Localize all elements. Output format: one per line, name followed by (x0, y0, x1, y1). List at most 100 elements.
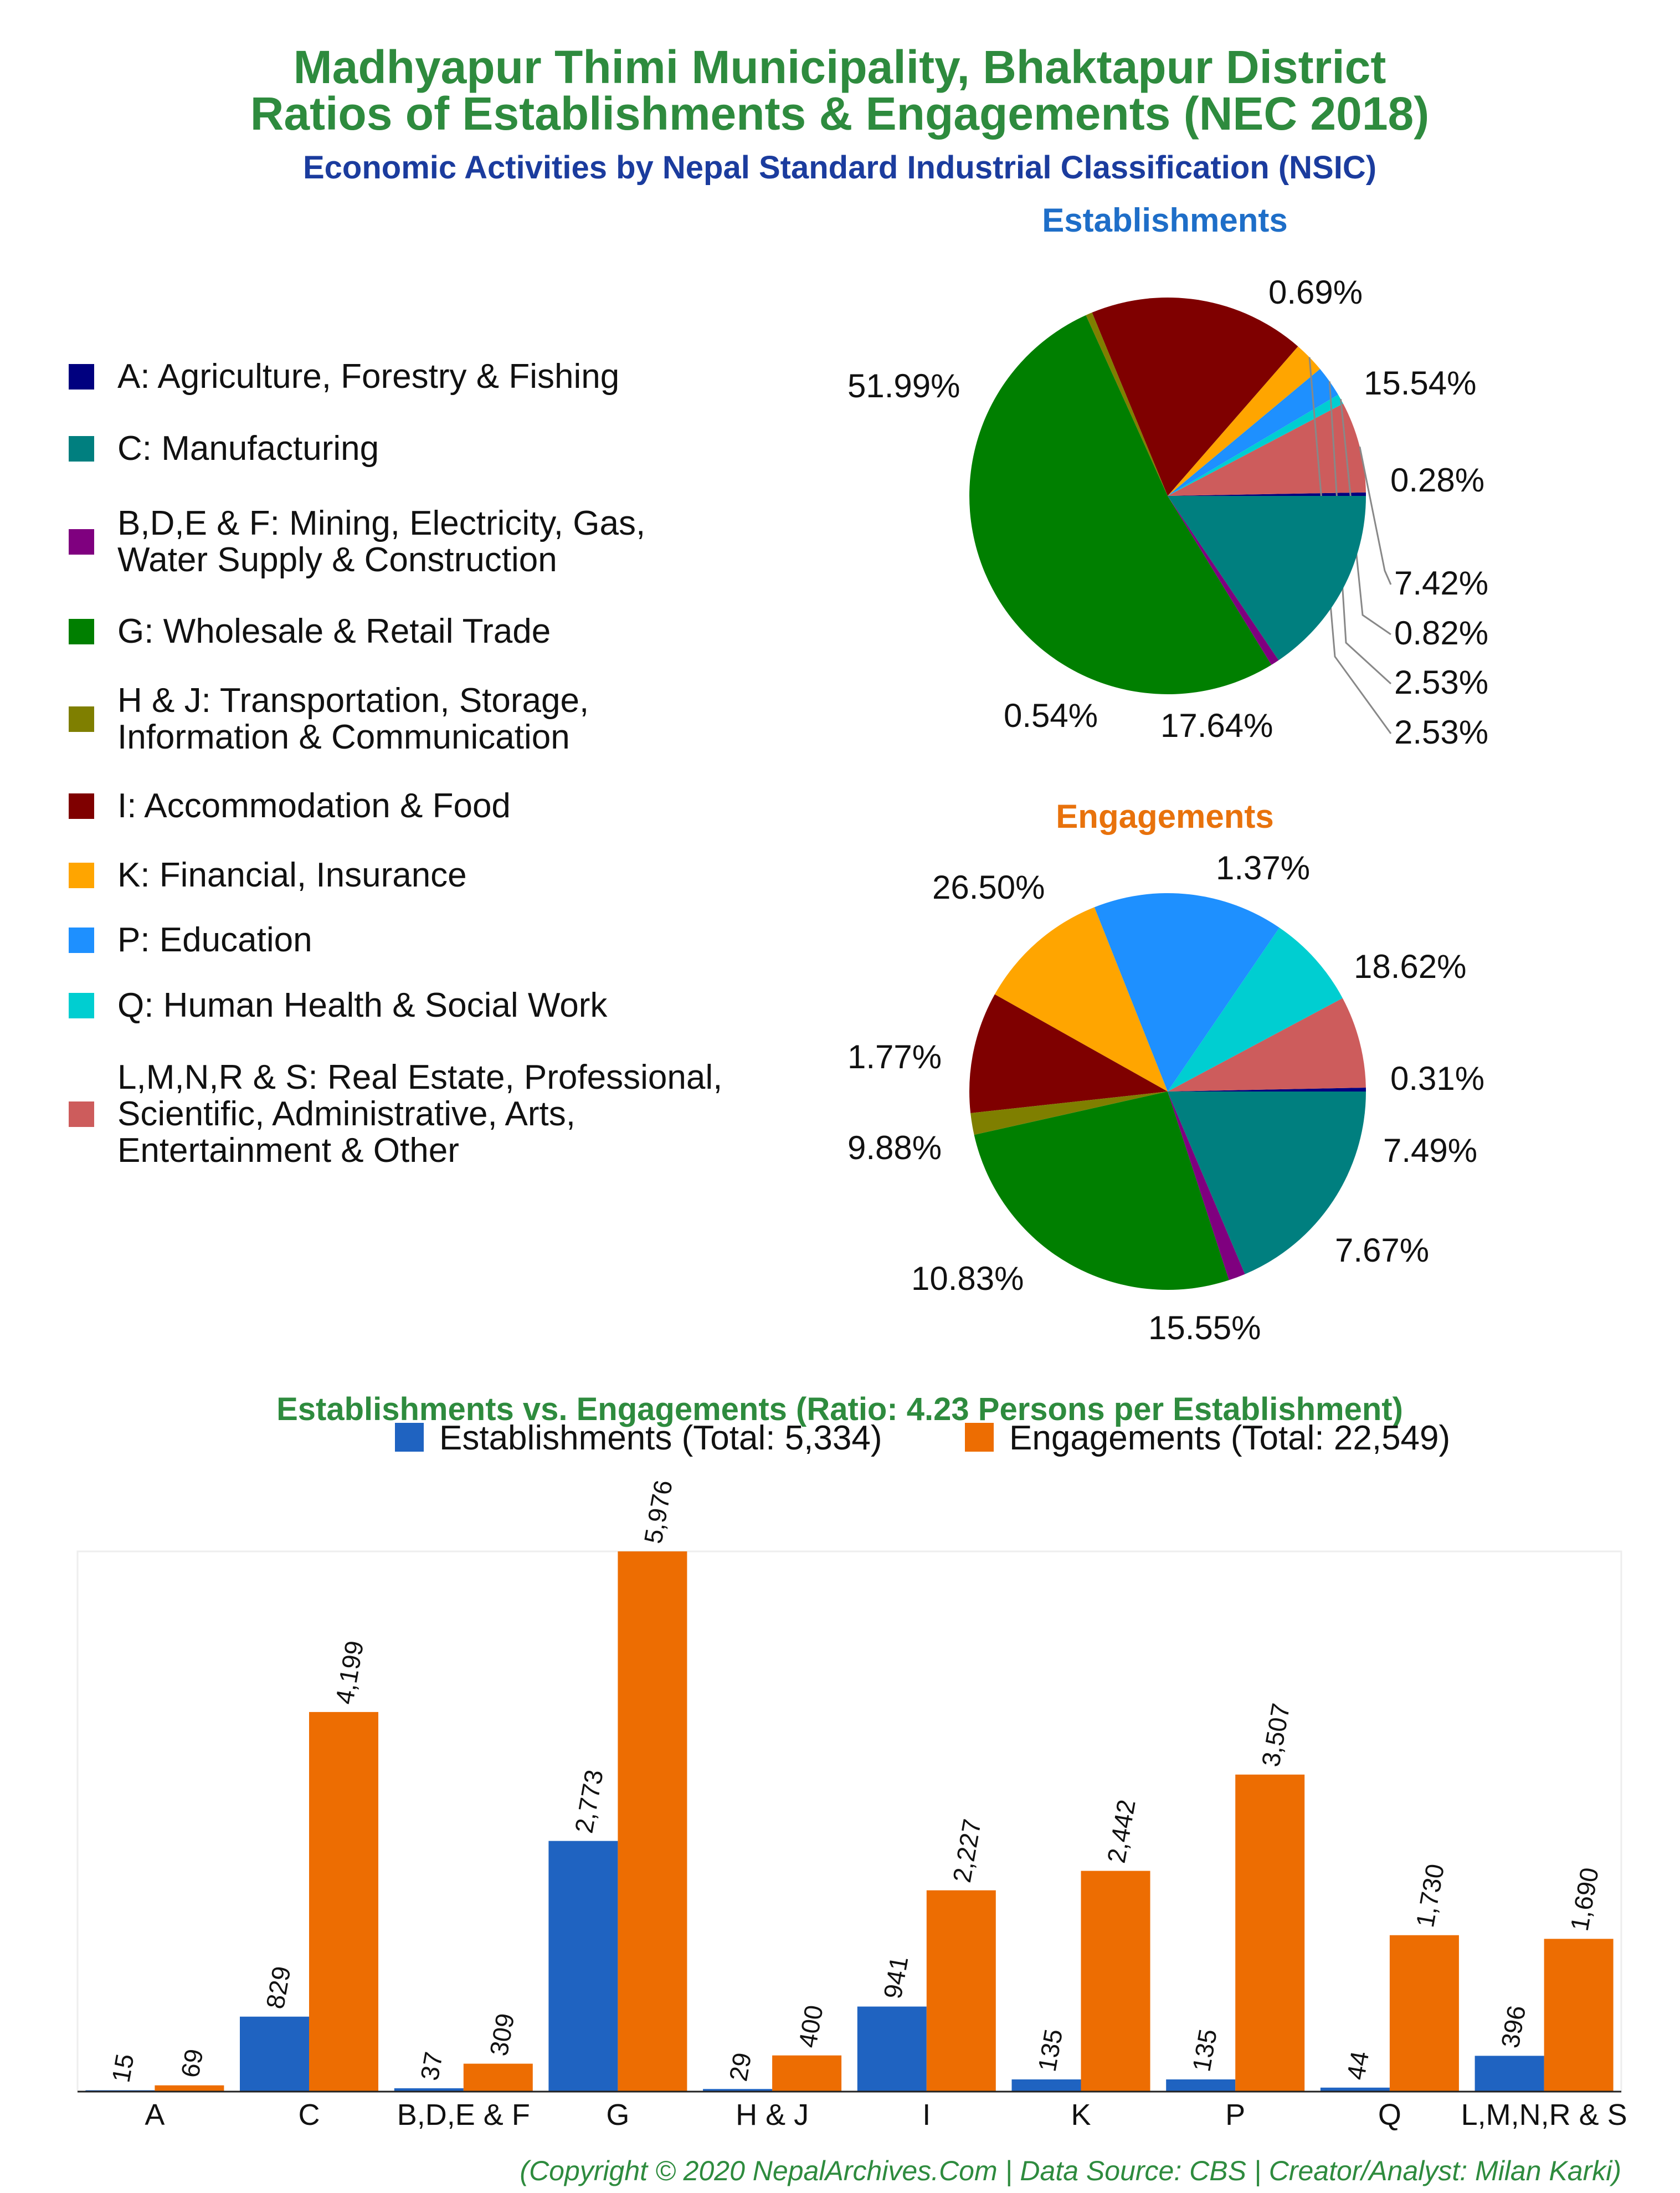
pie-slice-a (1168, 492, 1366, 496)
bar-value-label-engagements-q: 1,730 (1410, 1862, 1450, 1929)
bar-value-label-establishments-q: 44 (1341, 2049, 1374, 2082)
pie-label-q: 7.67% (1335, 1232, 1429, 1269)
bar-value-label-establishments-a: 15 (106, 2052, 140, 2084)
legend-label-2-1: Water Supply & Construction (117, 541, 557, 579)
pie-label-l-m-n-r-s: 7.49% (1383, 1132, 1477, 1169)
pie-label-i: 9.88% (847, 1129, 942, 1166)
legend-swatch-5 (69, 793, 94, 819)
bar-value-label-engagements-c: 4,199 (330, 1638, 369, 1706)
engagements-pie: 0.31% 7.49% 7.67% 15.55% 10.83% 9.88% 1.77% 26.… (847, 849, 1484, 1346)
pie-label-b-d-e-f: 0.69% (1268, 274, 1363, 311)
pie-label-h-j: 0.54% (1004, 697, 1098, 734)
pie-label-k: 2.53% (1394, 714, 1488, 751)
bar-value-label-establishments-h-j: 29 (723, 2051, 757, 2083)
bar-establishments-l-m-n-r-s (1475, 2056, 1544, 2092)
pie-label-p: 2.53% (1394, 664, 1488, 701)
pie-label-b-d-e-f: 1.37% (1216, 849, 1310, 887)
bar-legend-label-1: Engagements (Total: 22,549) (1009, 1419, 1450, 1457)
bar-category-label-g: G (606, 2098, 629, 2131)
legend-swatch-1 (69, 436, 94, 462)
pie-slice-b-d-e-f (1168, 1092, 1245, 1280)
legend-label-5-0: I: Accommodation & Food (117, 787, 511, 825)
bar-engagements-c (309, 1712, 378, 2092)
bar-chart: 15 69 A 829 4,199 C 37 309 B,D,E & F 2,773 5,976 G 2… (76, 1478, 1627, 2131)
pie-label-a: 0.31% (1390, 1060, 1484, 1097)
bar-establishments-k (1011, 2079, 1081, 2092)
pie-slice-g (969, 315, 1272, 694)
pie-label-k: 10.83% (911, 1260, 1024, 1297)
legend-label-9-2: Entertainment & Other (117, 1131, 459, 1170)
legend-label-2-0: B,D,E & F: Mining, Electricity, Gas, (117, 504, 645, 542)
legend-label-0-0: A: Agriculture, Forestry & Fishing (117, 357, 619, 396)
bar-engagements-p (1235, 1774, 1305, 2092)
bar-legend: Establishments (Total: 5,334) Engagements… (395, 1419, 1450, 1457)
page-title-line1: Madhyapur Thimi Municipality, Bhaktapur … (294, 41, 1386, 93)
pie-label-i: 17.64% (1160, 707, 1273, 744)
footer-credit: (Copyright © 2020 NepalArchives.Com | Da… (520, 2155, 1621, 2187)
bar-legend-swatch-0 (395, 1423, 424, 1452)
bar-category-label-l-m-n-r-s: L,M,N,R & S (1461, 2098, 1627, 2131)
bar-category-label-p: P (1225, 2098, 1245, 2131)
pie-slice-l-m-n-r-s (1168, 998, 1366, 1092)
bar-engagements-l-m-n-r-s (1544, 1939, 1614, 2092)
category-legend: A: Agriculture, Forestry & Fishing C: Man… (69, 357, 722, 1170)
bar-chart-title: Establishments vs. Engagements (Ratio: 4… (276, 1391, 1403, 1427)
legend-label-4-0: H & J: Transportation, Storage, (117, 682, 589, 720)
bar-value-label-engagements-i: 2,227 (947, 1817, 987, 1884)
bar-establishments-i (857, 2006, 927, 2092)
bar-value-label-engagements-k: 2,442 (1102, 1797, 1141, 1865)
bar-category-label-c: C (299, 2098, 320, 2131)
establishments-pie-title: Establishments (1042, 202, 1287, 239)
bar-engagements-a (155, 2085, 224, 2092)
legend-swatch-2 (69, 529, 94, 555)
bar-value-label-establishments-b-d-e-f: 37 (415, 2049, 448, 2082)
pie-label-g: 51.99% (847, 367, 960, 404)
bar-value-label-establishments-g: 2,773 (569, 1767, 609, 1835)
bar-engagements-q (1389, 1935, 1459, 2092)
bar-category-label-k: K (1071, 2098, 1091, 2131)
legend-label-6-0: K: Financial, Insurance (117, 856, 467, 894)
pie-leader-l-m-n-r-s (1359, 446, 1392, 585)
pie-slice-q (1168, 394, 1343, 496)
establishments-pie: 0.28% 7.42% 0.82% 2.53% 2.53% 17.64% 0.54% 51.9… (847, 274, 1488, 751)
legend-label-4-1: Information & Communication (117, 718, 570, 756)
bar-value-label-engagements-a: 69 (176, 2047, 209, 2079)
pie-label-c: 15.54% (1364, 365, 1477, 402)
bar-establishments-b-d-e-f (394, 2088, 464, 2092)
bar-establishments-q (1320, 2087, 1390, 2092)
legend-label-3-0: G: Wholesale & Retail Trade (117, 612, 551, 650)
pie-label-h-j: 1.77% (847, 1038, 942, 1075)
bar-engagements-b-d-e-f (463, 2063, 533, 2092)
bar-value-label-establishments-p: 135 (1186, 2027, 1222, 2074)
legend-label-7-0: P: Education (117, 921, 312, 959)
pie-label-q: 0.82% (1394, 614, 1488, 652)
pie-leader-q (1340, 399, 1391, 636)
bar-engagements-h-j (772, 2055, 842, 2092)
pie-leader-k (1308, 357, 1392, 734)
legend-label-1-0: C: Manufacturing (117, 429, 379, 468)
pie-slice-p (1094, 893, 1280, 1092)
legend-label-9-1: Scientific, Administrative, Arts, (117, 1095, 576, 1133)
bar-legend-label-0: Establishments (Total: 5,334) (439, 1419, 882, 1457)
legend-swatch-8 (69, 993, 94, 1018)
pie-slice-b-d-e-f (1168, 496, 1279, 665)
bar-category-label-a: A (145, 2098, 165, 2131)
pie-slice-c (1168, 496, 1366, 660)
pie-label-c: 18.62% (1354, 948, 1467, 985)
bar-category-label-h-j: H & J (736, 2098, 809, 2131)
bar-value-label-establishments-c: 829 (260, 1964, 296, 2011)
pie-label-p: 15.55% (1148, 1309, 1261, 1346)
pie-slice-c (1168, 1092, 1366, 1274)
bar-value-label-establishments-l-m-n-r-s: 396 (1496, 2004, 1532, 2051)
bar-value-label-engagements-l-m-n-r-s: 1,690 (1565, 1866, 1604, 1933)
page-subtitle: Economic Activities by Nepal Standard In… (303, 150, 1376, 186)
legend-swatch-9 (69, 1101, 94, 1127)
engagements-pie-title: Engagements (1056, 798, 1273, 835)
legend-swatch-7 (69, 928, 94, 953)
pie-label-g: 26.50% (932, 869, 1045, 906)
bar-establishments-g (548, 1841, 618, 2092)
pie-leader-p (1328, 381, 1392, 685)
pie-slice-k (1168, 346, 1321, 496)
bar-value-label-establishments-k: 135 (1032, 2027, 1068, 2074)
